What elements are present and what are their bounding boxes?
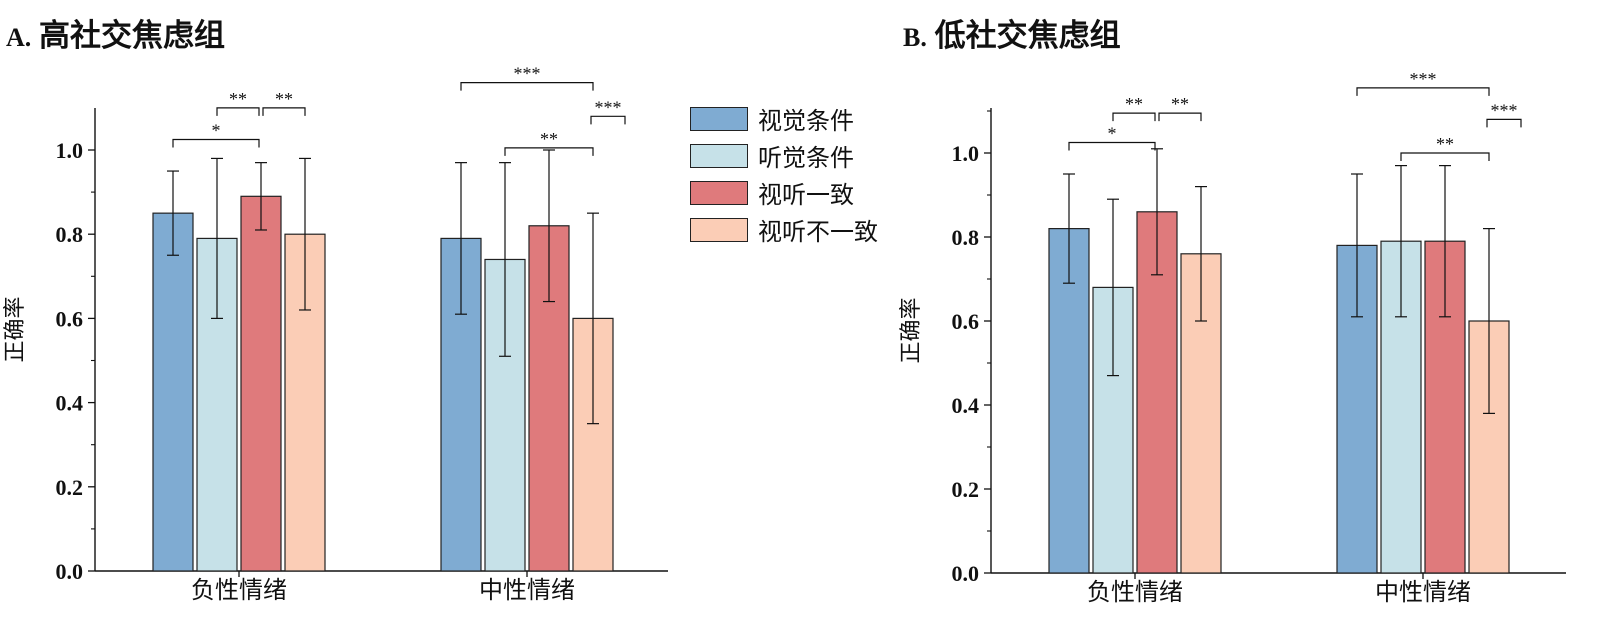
significance-bracket <box>504 147 594 156</box>
x-category-label: 中性情绪 <box>479 576 575 604</box>
significance-label: ** <box>275 89 293 109</box>
legend-label: 视听不一致 <box>758 218 878 246</box>
significance-label: ** <box>540 129 558 149</box>
legend-swatch <box>690 106 748 131</box>
legend-swatch <box>690 143 748 168</box>
panel-a-letter: A. <box>6 23 32 52</box>
significance-bracket <box>1400 152 1490 161</box>
panel-b-title: B. 低社交焦虑组 <box>903 10 1121 55</box>
panel-b-letter: B. <box>903 23 927 52</box>
bar <box>152 212 194 572</box>
legend: 视觉条件 听觉条件 视听一致 视听不一致 <box>690 100 878 248</box>
panel-b-name: 低社交焦虑组 <box>934 18 1121 54</box>
y-tick-label: 0.8 <box>952 225 980 250</box>
significance-label: ** <box>229 89 247 109</box>
y-tick-label: 0.2 <box>952 477 980 502</box>
panel-a-name: 高社交焦虑组 <box>39 18 226 54</box>
y-tick-label: 0.4 <box>952 393 980 418</box>
significance-label: *** <box>514 64 541 84</box>
y-tick-label: 0.8 <box>56 222 84 247</box>
y-tick-label: 0.0 <box>56 559 84 584</box>
legend-item: 视听一致 <box>690 174 878 211</box>
significance-label: ** <box>1125 94 1143 114</box>
significance-label: ** <box>1436 134 1454 154</box>
significance-bracket <box>1356 87 1490 96</box>
legend-label: 听觉条件 <box>758 144 854 172</box>
bar <box>240 195 282 572</box>
significance-label: *** <box>1491 100 1518 120</box>
significance-label: *** <box>1410 69 1437 89</box>
y-tick-label: 0.2 <box>56 475 84 500</box>
legend-item: 视听不一致 <box>690 211 878 248</box>
legend-label: 视听一致 <box>758 181 854 209</box>
significance-bracket <box>1068 141 1156 151</box>
significance-bracket <box>590 115 626 125</box>
significance-bracket <box>1112 112 1156 122</box>
significance-label: * <box>1108 124 1117 144</box>
significance-bracket <box>216 107 260 116</box>
significance-bracket <box>460 82 594 91</box>
y-tick-label: 0.6 <box>952 309 980 334</box>
x-category-label: 负性情绪 <box>1087 578 1183 606</box>
y-axis-label: 正确率 <box>3 296 28 362</box>
panel-a-title: A. 高社交焦虑组 <box>6 10 225 55</box>
x-category-label: 负性情绪 <box>191 576 287 604</box>
legend-item: 视觉条件 <box>690 100 878 137</box>
significance-bracket <box>1486 118 1522 128</box>
significance-label: * <box>212 120 221 140</box>
significance-bracket <box>1158 112 1202 122</box>
y-tick-label: 1.0 <box>56 138 84 163</box>
legend-swatch <box>690 180 748 205</box>
legend-label: 视觉条件 <box>758 107 854 135</box>
significance-label: ** <box>1171 94 1189 114</box>
legend-swatch <box>690 217 748 242</box>
legend-item: 听觉条件 <box>690 137 878 174</box>
y-tick-label: 0.4 <box>56 391 84 416</box>
bar <box>1048 228 1090 574</box>
significance-bracket <box>262 107 306 116</box>
y-tick-label: 0.6 <box>56 306 84 331</box>
y-tick-label: 0.0 <box>952 561 980 586</box>
y-axis-label: 正确率 <box>899 297 924 363</box>
y-tick-label: 1.0 <box>952 141 980 166</box>
significance-bracket <box>172 138 260 148</box>
significance-label: *** <box>595 97 622 117</box>
x-category-label: 中性情绪 <box>1375 578 1471 606</box>
